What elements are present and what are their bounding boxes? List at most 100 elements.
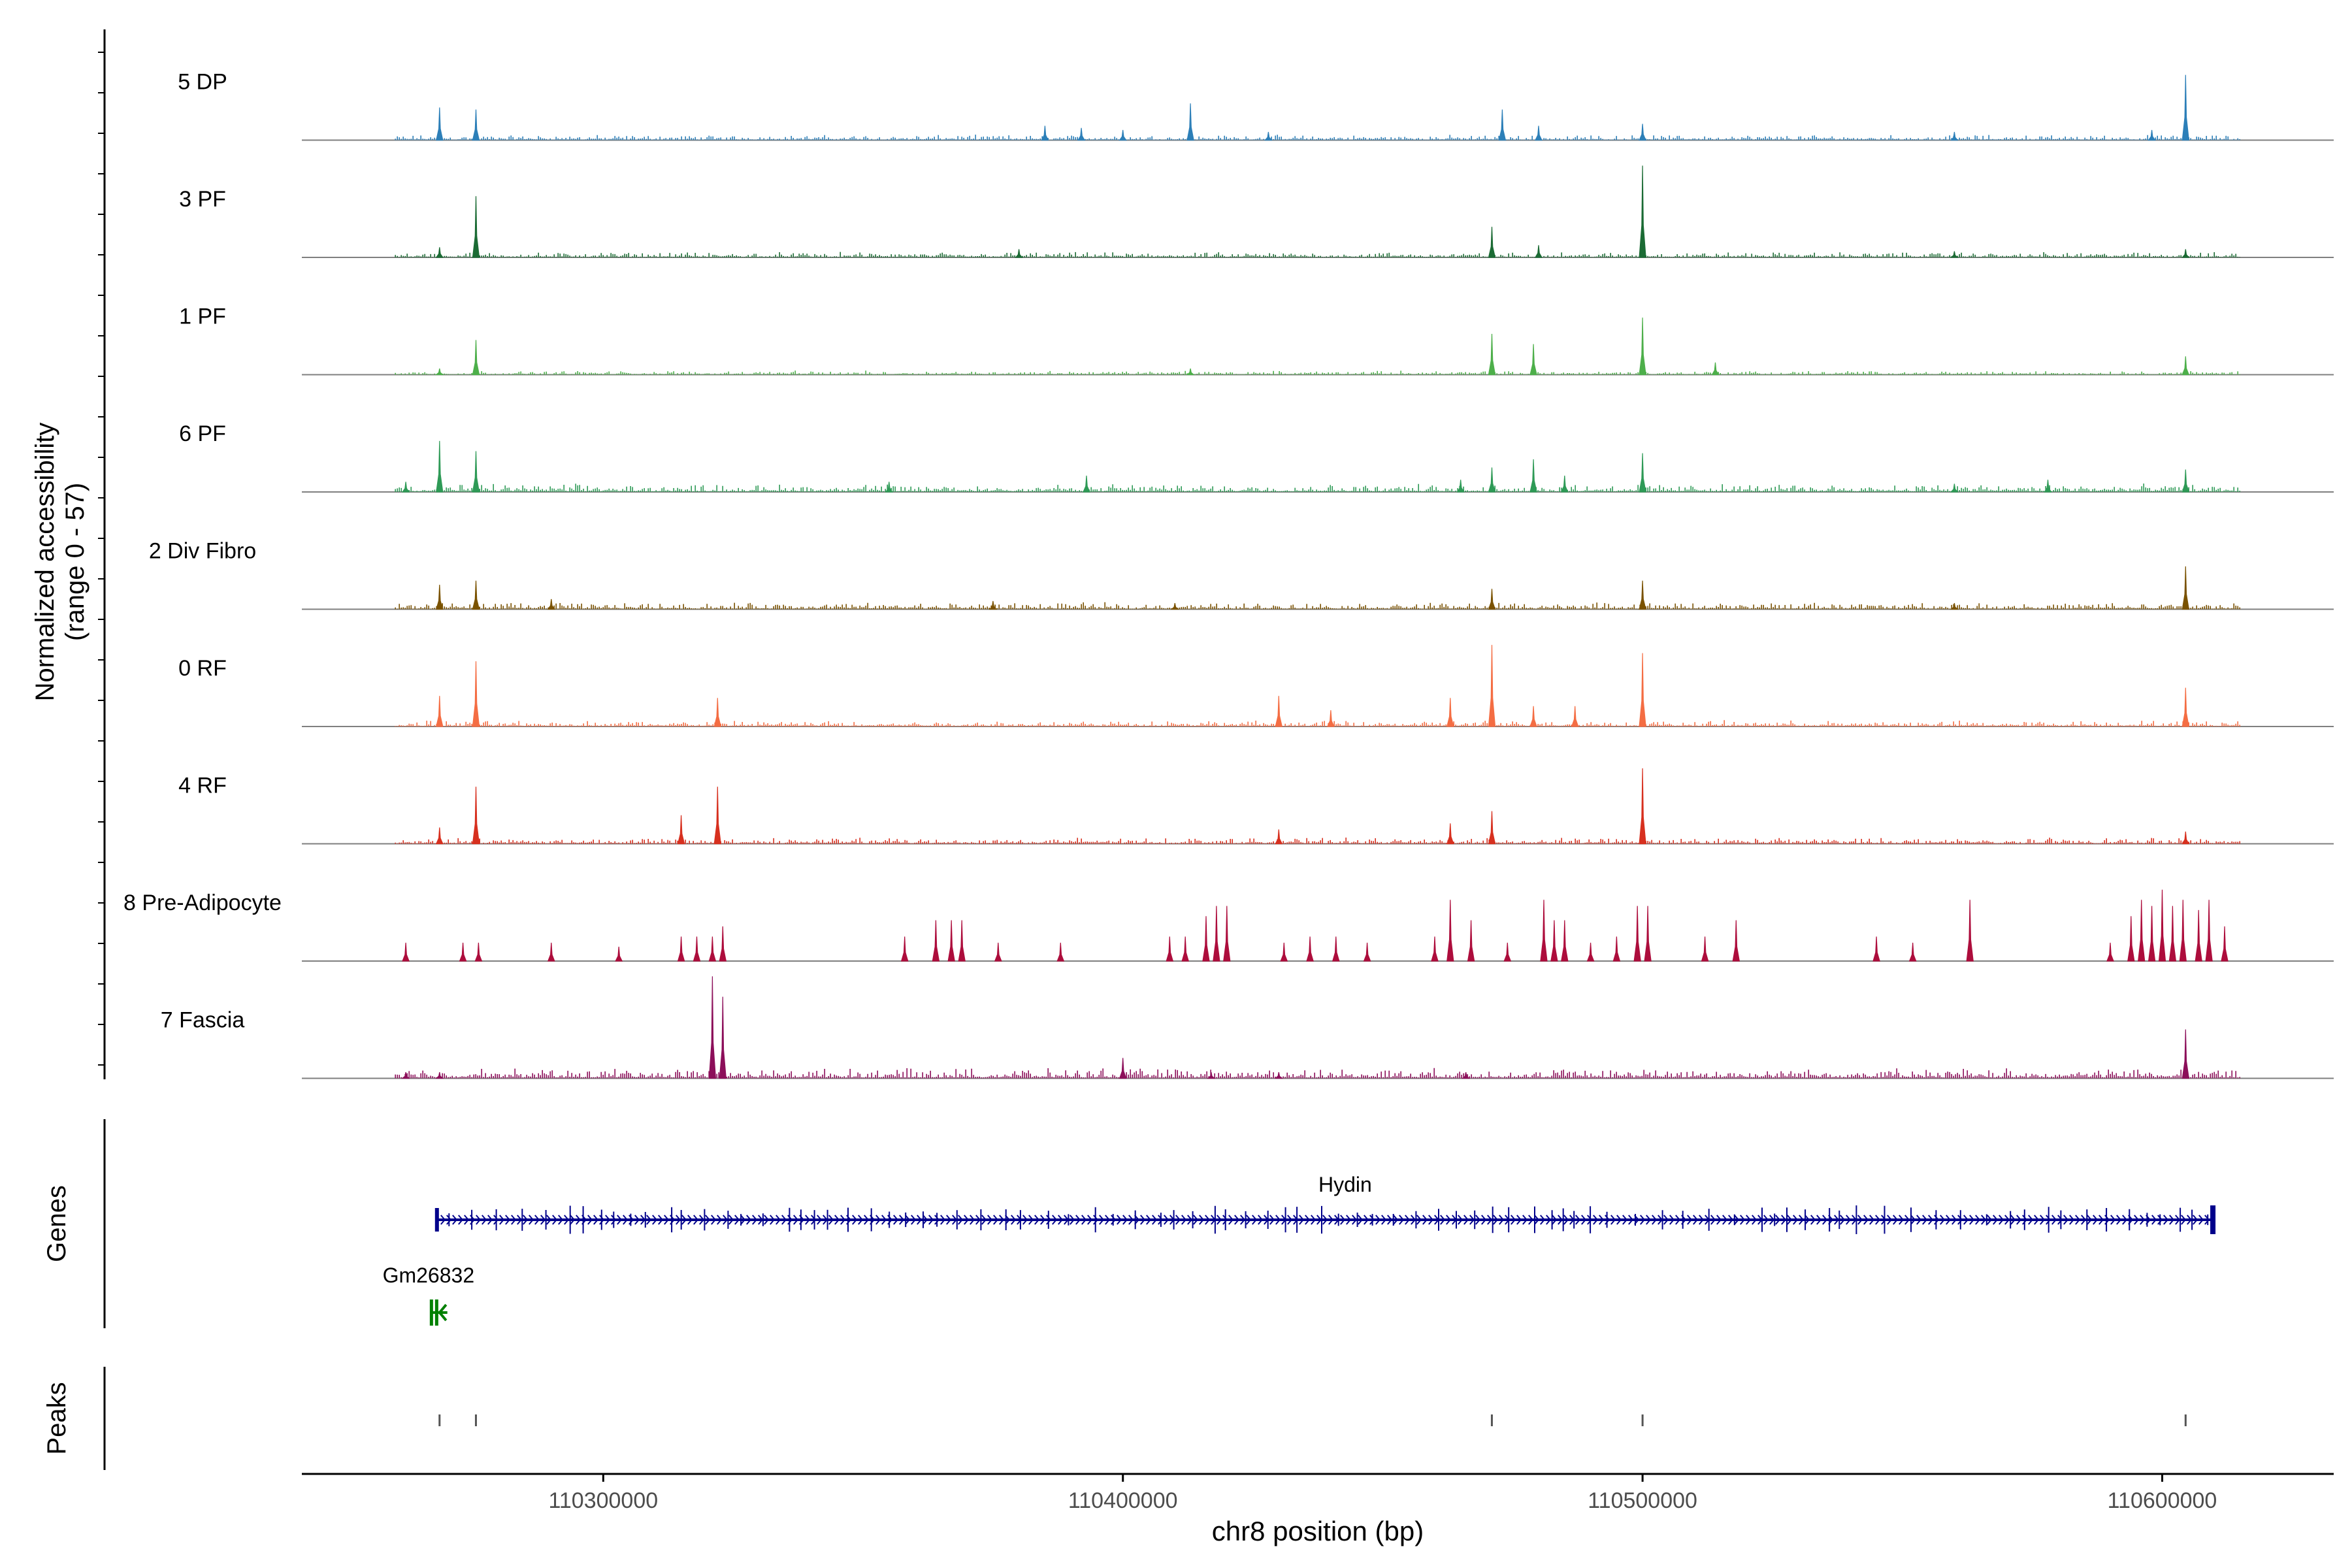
track-noise-signal [395,838,2240,844]
x-tick-label: 110600000 [2108,1488,2217,1513]
signal-peak [1529,459,1537,493]
signal-peak [2181,687,2190,727]
signal-peak [2181,469,2190,493]
signal-peak [1166,936,1174,962]
gene-exon [434,1299,438,1326]
gene-exon [429,1299,433,1326]
signal-peak [1586,942,1595,962]
signal-peak [402,942,410,962]
signal-peak [1550,920,1558,962]
x-tick-label: 110400000 [1068,1488,1178,1513]
signal-peak [1186,103,1194,141]
track-noise-signal [395,370,2240,375]
signal-peak [1950,251,1959,258]
signal-peak [1446,900,1454,962]
signal-peak [1639,453,1646,493]
signal-peak [2148,906,2156,962]
signal-peak [435,247,444,258]
signal-peak [2181,566,2190,610]
signal-peak [1732,920,1740,962]
gene-start-cap [434,1208,439,1232]
gene-label-gm26832: Gm26832 [383,1264,475,1287]
signal-peak [1639,768,1646,845]
signal-peak [1534,245,1543,258]
signal-peak [1264,131,1273,141]
signal-peak [1633,906,1641,962]
signal-peak [1280,942,1288,962]
signal-peak [1529,344,1537,376]
signal-peak [1950,131,1959,141]
signal-peak [435,1071,444,1079]
track-3-pf: 3 PF [179,165,2334,258]
signal-peak [947,920,955,962]
x-axis-ticks: 110300000 110400000 110500000 110600000 [548,1474,2217,1513]
signal-peak [900,936,909,962]
signal-peak [615,947,623,962]
signal-peak [1488,811,1496,845]
signal-peak [1644,906,1652,962]
signal-peak [1181,936,1189,962]
signal-peak [472,340,480,376]
signal-peak [401,1071,410,1079]
signal-peak [2168,906,2177,962]
signal-peak [472,196,480,258]
track-label: 4 RF [178,774,227,798]
y-axis-title: Normalized accessibility [31,423,59,702]
signal-peak [1488,333,1496,376]
signal-peak [2205,900,2213,962]
gene-strand-arrow [438,1303,448,1322]
signal-peak [1275,829,1283,845]
signal-peak [1488,467,1496,493]
gene-end-cap [2210,1205,2216,1234]
signal-peak [1306,936,1314,962]
signal-peak [677,815,685,845]
track-label: 3 PF [179,187,226,212]
signal-peak [1056,942,1065,962]
track-label: 6 PF [179,421,226,446]
signal-peak [1207,1071,1216,1079]
track-label: 7 Fascia [161,1008,245,1033]
signal-peak [2181,1029,2189,1079]
signal-peak [1571,706,1579,727]
y-axis-subtitle: (range 0 - 57) [61,483,90,641]
signal-peak [1119,1058,1127,1079]
signal-peak [1041,125,1049,141]
signal-peak [1639,653,1646,727]
signal-peak [1462,1071,1471,1079]
signal-peak [472,661,480,727]
signal-peak [1332,936,1340,962]
track-2-div-fibro: 2 Div Fibro [149,539,2334,610]
signal-peak [1467,920,1475,962]
signal-peak [1083,475,1090,493]
signal-peak [474,942,483,962]
signal-peak [1077,127,1086,141]
signal-peak [2181,831,2190,845]
signal-peak [1639,123,1647,141]
signal-peak [2221,926,2229,962]
signal-peak [1950,483,1959,493]
signal-peak [2181,356,2190,376]
signal-peak [1488,645,1496,727]
track-4-rf: 4 RF [178,768,2334,845]
signal-peak [677,936,685,962]
signal-peak [708,976,717,1079]
signal-peak [1503,942,1512,962]
track-noise-signal [395,1068,2240,1079]
signal-peak [472,787,480,845]
track-1-pf: 1 PF [179,304,2334,376]
signal-peak [1275,696,1283,727]
signal-peak [472,451,480,493]
signal-peak [988,600,998,610]
signal-peak [547,942,555,962]
signal-peak [472,109,480,141]
signal-peak [1639,318,1646,376]
signal-peak [719,996,727,1079]
y-axis-ticks [98,52,105,1066]
coverage-tracks: 5 DP 3 PF 1 PF 6 PF 2 Div Fibro 0 RF 4 RF 8 Pre… [123,70,2334,1079]
track-noise-signal [395,720,2240,727]
signal-peak [1202,916,1210,962]
track-noise-signal [395,135,2240,140]
signal-peak [2195,909,2202,962]
track-label: 2 Div Fibro [149,539,256,564]
